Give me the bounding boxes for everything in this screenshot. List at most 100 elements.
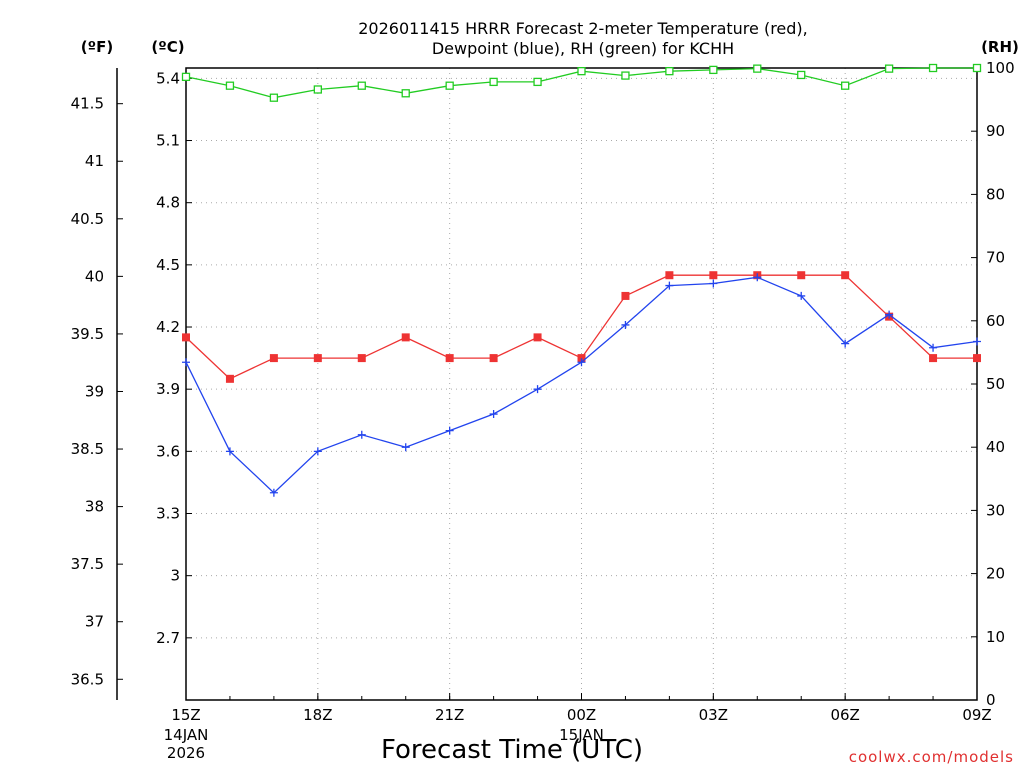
fahrenheit-tick-label: 36.5 [71,670,104,688]
temperature-point [182,333,190,342]
fahrenheit-tick-label: 40.5 [71,210,104,228]
celsius-tick-label: 2.7 [156,629,180,647]
dewpoint-point [885,310,894,319]
temperature-point [709,271,718,280]
chart-title-line-2: Dewpoint (blue), RH (green) for KCHH [432,39,734,58]
rh-tick-label: 20 [986,565,1005,583]
rh-tick-label: 60 [986,312,1005,330]
rh-point [401,89,410,98]
temperature-point [973,354,981,363]
dewpoint-point [401,443,410,452]
x-tick-label: 18Z [303,706,332,724]
x-tick-label: 09Z [962,706,991,724]
rh-point [225,81,235,90]
rh-tick-label: 90 [986,122,1005,140]
rh-point [445,81,454,90]
dewpoint-point [841,339,850,348]
celsius-tick-label: 5.4 [156,69,180,87]
dewpoint-point [313,447,322,456]
celsius-tick-label: 4.8 [156,194,180,212]
dewpoint-point [489,410,498,419]
dewpoint-point [621,320,630,329]
dewpoint-point [973,337,981,346]
dewpoint-point [753,273,762,282]
rh-unit-label: (RH) [981,38,1019,56]
temperature-point [621,291,630,300]
temperature-point [797,271,806,280]
dewpoint-point [577,358,586,367]
dewpoint-point [533,385,542,394]
celsius-tick-label: 3.3 [156,505,180,523]
dewpoint-point [709,279,718,288]
fahrenheit-tick-label: 39 [85,382,104,400]
dewpoint-line [185,276,978,494]
rh-tick-label: 70 [986,249,1005,267]
fahrenheit-tick-label: 41.5 [71,95,104,113]
rh-point [577,67,586,76]
fahrenheit-tick-label: 38 [85,498,104,516]
temperature-point [225,374,234,383]
rh-tick-label: 50 [986,375,1005,393]
fahrenheit-unit-label: (ºF) [81,38,113,56]
rh-point [797,70,806,80]
temperature-point [489,354,498,363]
celsius-tick-label: 5.1 [156,132,180,150]
grid [186,68,977,700]
rh-point [269,93,279,102]
x-tick-label: 03Z [699,706,728,724]
dewpoint-point [357,430,366,439]
rh-point [972,63,982,73]
temperature-point [313,354,322,363]
fahrenheit-tick-label: 38.5 [71,440,104,458]
dewpoint-point [797,291,806,300]
rh-point [621,71,630,80]
x-tick-label: 06Z [830,706,859,724]
celsius-axis: 2.7 3 3.3 3.6 3.9 4.2 4.5 4.8 5.1 5.4 [156,69,192,647]
x-tick-sublabel: 15JAN [559,726,604,744]
celsius-tick-label: 4.5 [156,256,180,274]
fahrenheit-tick-label: 39.5 [71,325,104,343]
temperature-point [665,271,674,280]
celsius-tick-label: 3.9 [156,380,180,398]
fahrenheit-axis: 36.5 37 37.5 38 38.5 39 39.5 40 40.5 41 41.5 [71,95,123,688]
temperature-point [929,354,938,363]
fahrenheit-tick-label: 40 [85,267,104,285]
celsius-tick-label: 4.2 [156,318,180,336]
x-tick-sublabel: 2026 [167,744,205,762]
rh-tick-label: 80 [986,185,1005,203]
fahrenheit-tick-label: 37 [85,613,104,631]
x-axis-title: Forecast Time (UTC) [381,735,643,765]
rh-point [533,77,542,87]
rh-point [709,65,718,75]
temperature-point [533,333,542,342]
x-tick-label: 15Z [171,706,200,724]
celsius-unit-label: (ºC) [151,38,184,56]
dewpoint-point [445,426,454,435]
x-tick-sublabel: 14JAN [164,726,209,744]
rh-point [841,81,850,90]
rh-tick-label: 0 [986,691,996,709]
dewpoint-point [929,343,938,352]
credit-text: coolwx.com/models [849,748,1014,766]
rh-point [181,72,191,81]
temperature-point [841,271,850,280]
fahrenheit-tick-label: 37.5 [71,555,104,573]
series-layer [181,63,982,497]
temperature-point [445,354,454,363]
temperature-point [401,333,410,342]
celsius-tick-label: 3 [170,567,180,585]
rh-point [753,64,762,73]
temperature-point [577,354,586,363]
temperature-point [357,354,366,363]
rh-point [313,85,322,94]
temperature-point [269,354,278,363]
rh-axis: 0 10 20 30 40 50 60 70 80 90 100 [971,59,1015,709]
rh-point [928,63,938,73]
x-tick-label: 21Z [435,706,464,724]
celsius-tick-label: 3.6 [156,442,180,460]
chart-title-line-1: 2026011415 HRRR Forecast 2-meter Tempera… [358,19,808,38]
dewpoint-point [665,281,674,290]
dewpoint-point [269,488,278,497]
